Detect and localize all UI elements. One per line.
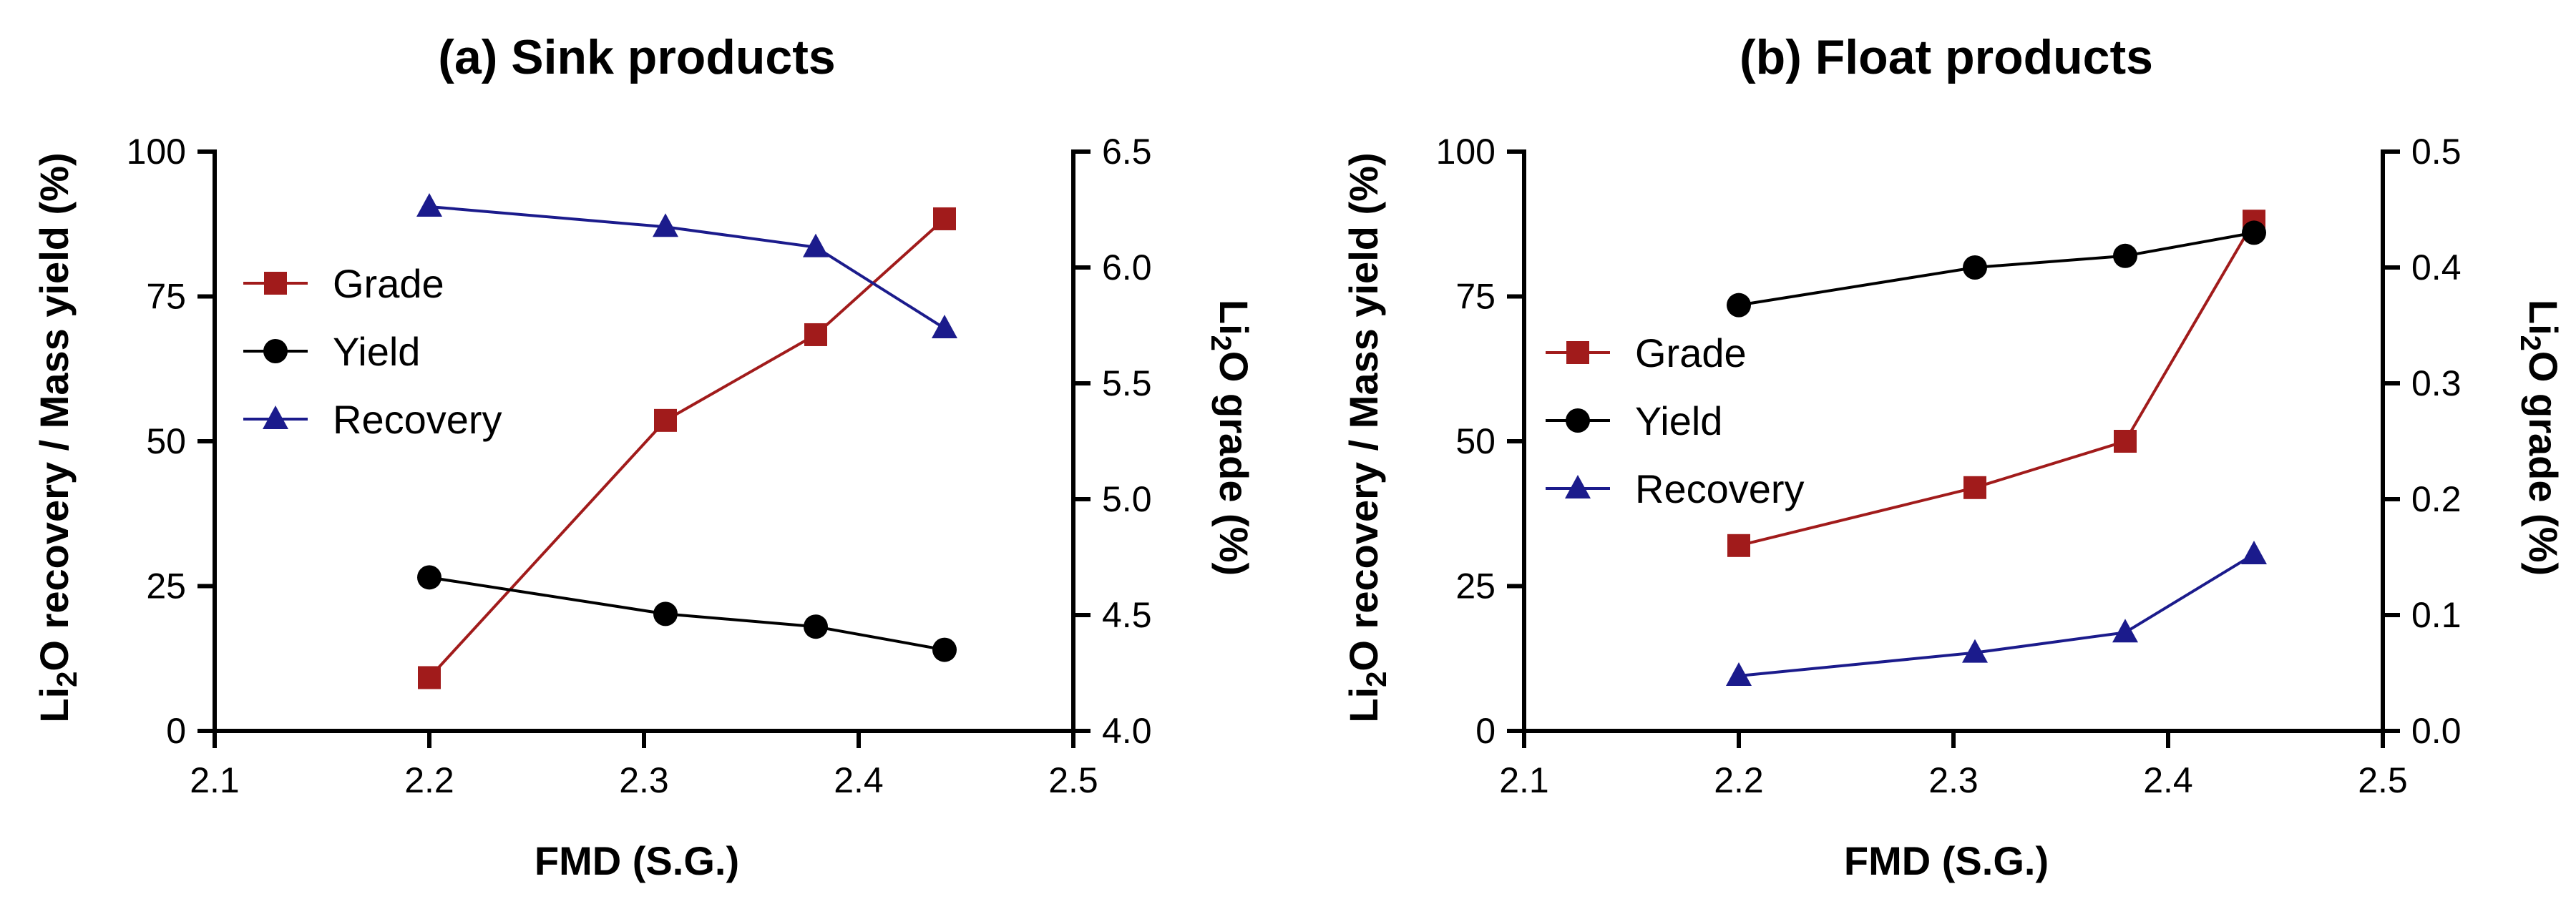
right-y-tick-label: 6.5: [1102, 132, 1152, 172]
left-y-tick-label: 0: [166, 711, 186, 751]
recovery-series-line: [429, 205, 946, 330]
x-tick-label: 2.4: [834, 760, 884, 800]
recovery-point: [803, 233, 829, 257]
legend-label-yield: Yield: [1635, 398, 1722, 443]
legend-marker-yield: [1566, 408, 1590, 433]
right-y-tick-label: 5.5: [1102, 363, 1152, 403]
left-y-tick-label: 50: [146, 421, 186, 461]
x-tick-label: 2.1: [190, 760, 240, 800]
right-y-tick-label: 4.5: [1102, 595, 1152, 635]
x-tick-label: 2.3: [619, 760, 669, 800]
right-y-tick-label: 0.5: [2411, 132, 2462, 172]
panel-float-products: (b) Float products 2.1 2.2 2.3 2.4 2.5 0 25 50 7…: [1341, 30, 2566, 883]
yield-series-line: [429, 576, 945, 652]
legend-marker-recovery: [1565, 475, 1591, 498]
x-tick-label: 2.5: [2358, 760, 2408, 800]
x-tick-label: 2.2: [404, 760, 454, 800]
grade-point: [418, 666, 441, 689]
panel-a-title: (a) Sink products: [438, 30, 835, 84]
legend-label-grade: Grade: [1635, 330, 1747, 375]
yield-point: [1963, 255, 1987, 280]
panel-b-series: [1726, 210, 2267, 687]
right-y-tick-label: 6.0: [1102, 247, 1152, 288]
recovery-point: [1962, 639, 1988, 663]
x-tick-label: 2.4: [2143, 760, 2193, 800]
grade-point: [933, 207, 956, 230]
left-y-tick-label: 50: [1455, 421, 1496, 461]
panel-a-x-axis-label: FMD (S.G.): [535, 838, 739, 883]
x-tick-label: 2.5: [1048, 760, 1098, 800]
legend-marker-grade: [264, 272, 287, 295]
panel-b-axes: 2.1 2.2 2.3 2.4 2.5 0 25 50 75 100 0.0 0.1 0.2 0.3 0.4…: [1436, 132, 2462, 800]
yield-series-line: [1738, 231, 2255, 307]
right-y-tick-label: 0.4: [2411, 247, 2462, 288]
panel-b-title: (b) Float products: [1740, 30, 2153, 84]
grade-point: [654, 408, 677, 432]
grade-point: [2114, 430, 2137, 453]
left-y-tick-label: 75: [1455, 277, 1496, 317]
panel-a-right-axis-label: Li2O grade (%): [1205, 300, 1257, 576]
x-tick-label: 2.3: [1928, 760, 1979, 800]
yield-point: [2113, 243, 2137, 268]
legend-label-recovery: Recovery: [333, 397, 502, 442]
legend-marker-yield: [263, 339, 288, 363]
yield-point: [932, 637, 957, 662]
yield-point: [804, 614, 828, 639]
recovery-point: [1726, 662, 1752, 687]
grade-series-line: [428, 217, 946, 679]
right-y-tick-label: 5.0: [1102, 479, 1152, 519]
recovery-point: [653, 213, 678, 237]
panel-b-legend: Grade Yield Recovery: [1546, 330, 1805, 511]
left-y-tick-label: 25: [146, 566, 186, 606]
recovery-point: [2112, 619, 2138, 643]
left-y-tick-label: 0: [1475, 711, 1496, 751]
panel-a-left-axis-label: Li2O recovery / Mass yield (%): [31, 152, 83, 722]
left-y-tick-label: 100: [127, 132, 186, 172]
right-y-tick-label: 0.3: [2411, 363, 2462, 403]
left-y-tick-label: 25: [1455, 566, 1496, 606]
legend-label-grade: Grade: [333, 261, 444, 306]
panel-sink-products: (a) Sink products 2.1 2.2 2.3 2.4 2.5 0 25 50 75…: [31, 30, 1257, 883]
yield-point: [2242, 220, 2266, 245]
panel-a-series: [416, 192, 957, 689]
right-y-tick-label: 0.2: [2411, 479, 2462, 519]
left-y-tick-label: 100: [1436, 132, 1496, 172]
yield-point: [1727, 293, 1751, 318]
right-y-tick-label: 4.0: [1102, 711, 1152, 751]
grade-series-line: [1738, 220, 2255, 547]
grade-point: [1963, 476, 1986, 499]
right-y-tick-label: 0.0: [2411, 711, 2462, 751]
legend-marker-recovery: [263, 406, 288, 429]
panel-b-x-axis-label: FMD (S.G.): [1844, 838, 2049, 883]
x-tick-label: 2.1: [1499, 760, 1549, 800]
legend-marker-grade: [1566, 341, 1589, 364]
recovery-point: [2241, 540, 2267, 564]
grade-point: [1727, 534, 1750, 557]
right-y-tick-label: 0.1: [2411, 595, 2462, 635]
grade-point: [804, 323, 827, 346]
panel-a-legend: Grade Yield Recovery: [243, 261, 502, 442]
x-tick-label: 2.2: [1714, 760, 1764, 800]
panel-b-left-axis-label: Li2O recovery / Mass yield (%): [1341, 152, 1392, 722]
recovery-point: [932, 315, 957, 339]
recovery-series-line: [1738, 553, 2255, 678]
left-y-tick-label: 75: [146, 277, 186, 317]
yield-point: [653, 601, 678, 627]
panel-a-axes: 2.1 2.2 2.3 2.4 2.5 0 25 50 75 100 4.0 4.5 5.0 5.5 6.0…: [127, 132, 1152, 800]
recovery-point: [416, 192, 442, 217]
legend-label-yield: Yield: [333, 329, 420, 374]
yield-point: [417, 565, 441, 590]
legend-label-recovery: Recovery: [1635, 466, 1805, 511]
panel-b-right-axis-label: Li2O grade (%): [2514, 300, 2566, 576]
